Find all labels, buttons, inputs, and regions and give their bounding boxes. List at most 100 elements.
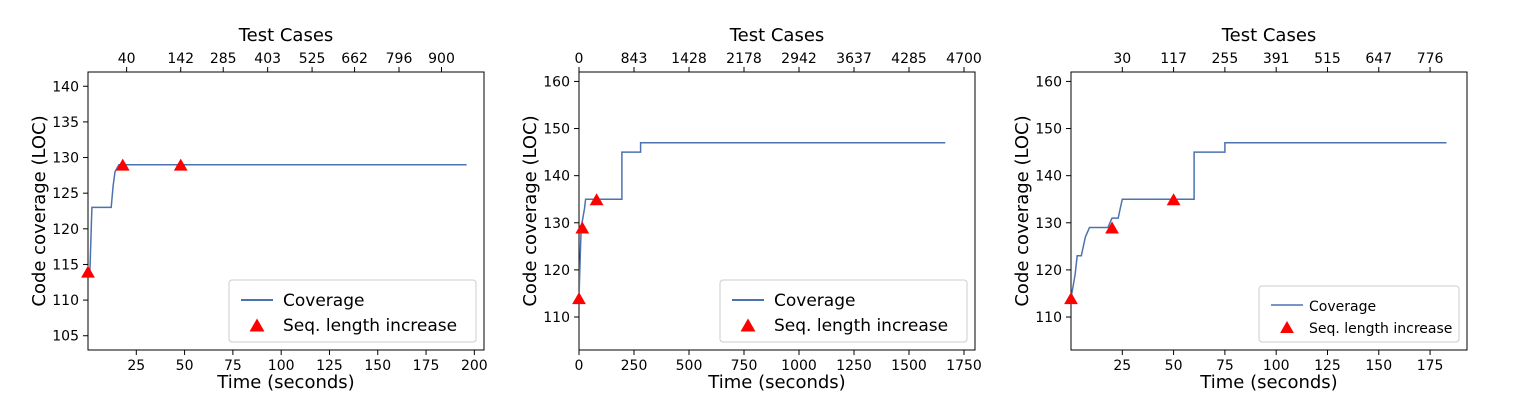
- y-axis-label: Code coverage (LOC): [520, 115, 541, 306]
- x-tick-label: 250: [621, 358, 648, 374]
- x-tick-label: 0: [575, 358, 584, 374]
- chart-panel-3: 25 50 75 100 125 150 175 110 120 130 140 150 160 30 11…: [1012, 25, 1468, 393]
- top-x-tick-label: 117: [1160, 51, 1187, 67]
- seq-length-increase-marker: [1064, 292, 1078, 305]
- seq-length-increase-marker: [1166, 193, 1181, 206]
- x-tick-label: 100: [1263, 358, 1290, 374]
- legend-seq-marker-swatch: [740, 318, 756, 332]
- top-x-tick-label: 796: [386, 51, 413, 67]
- y-tick-label: 120: [1035, 263, 1062, 279]
- top-x-tick-label: 843: [621, 51, 648, 67]
- y-tick-label: 140: [52, 79, 79, 95]
- top-x-axis-label: Test Cases: [1221, 25, 1317, 46]
- x-tick-label: 1750: [946, 358, 982, 374]
- x-tick-label: 50: [176, 358, 194, 374]
- chart-panel-1: 25 50 75 100 125 150 175 200 105 110 115 120 125 130 1…: [29, 25, 488, 393]
- y-tick-label: 120: [543, 263, 570, 279]
- top-x-tick-label: 647: [1365, 51, 1392, 67]
- top-x-tick-label: 525: [299, 51, 326, 67]
- y-tick-label: 110: [52, 293, 79, 309]
- top-x-tick-label: 776: [1417, 51, 1444, 67]
- y-tick-label: 140: [1035, 169, 1062, 185]
- legend-coverage-label: Coverage: [774, 291, 855, 311]
- top-x-tick-label: 2942: [781, 51, 817, 67]
- x-tick-label: 175: [413, 358, 440, 374]
- coverage-series-line: [88, 163, 467, 273]
- legend: Coverage Seq. length increase: [1258, 285, 1460, 343]
- top-x-tick-label: 142: [167, 51, 194, 67]
- x-axis-label: Time (seconds): [216, 372, 354, 393]
- y-tick-label: 130: [1035, 216, 1062, 232]
- x-tick-label: 1500: [891, 358, 927, 374]
- top-x-tick-label: 30: [1113, 51, 1131, 67]
- seq-length-increase-marker: [572, 292, 586, 305]
- y-tick-label: 110: [543, 310, 570, 326]
- top-x-tick-label: 900: [428, 51, 455, 67]
- y-tick-label: 110: [1035, 310, 1062, 326]
- x-tick-label: 200: [461, 358, 488, 374]
- chart-panel-2: 0 250 500 750 1000 1250 1500 175011012013014015…: [520, 25, 982, 393]
- seq-length-increase-marker: [1105, 221, 1119, 234]
- legend-box: [1258, 285, 1460, 343]
- x-tick-label: 125: [1314, 358, 1341, 374]
- legend: Coverage Seq. length increase: [228, 279, 477, 343]
- y-tick-label: 150: [543, 122, 570, 138]
- x-tick-label: 25: [127, 358, 145, 374]
- legend-box: [719, 279, 968, 343]
- top-x-tick-label: 3637: [836, 51, 872, 67]
- y-tick-label: 115: [52, 257, 79, 273]
- coverage-series-line: [1071, 141, 1447, 299]
- x-tick-label: 1000: [781, 358, 817, 374]
- legend-box: [228, 279, 477, 343]
- y-axis-label: Code coverage (LOC): [29, 115, 50, 306]
- y-tick-label: 130: [52, 151, 79, 167]
- x-tick-label: 125: [316, 358, 343, 374]
- y-tick-label: 160: [1035, 74, 1062, 90]
- y-tick-label: 135: [52, 115, 79, 131]
- x-tick-label: 150: [364, 358, 391, 374]
- plot-frame: [578, 71, 976, 351]
- plot-frame: [87, 71, 485, 351]
- x-tick-label: 75: [224, 358, 242, 374]
- top-x-tick-label: 515: [1314, 51, 1341, 67]
- plot-frame: [1070, 71, 1468, 351]
- coverage-series-line: [579, 141, 946, 299]
- legend: Coverage Seq. length increase: [719, 279, 968, 343]
- x-tick-label: 50: [1165, 358, 1183, 374]
- x-tick-label: 1250: [836, 358, 872, 374]
- legend-seq-label: Seq. length increase: [1309, 321, 1452, 337]
- top-x-tick-label: 2178: [726, 51, 762, 67]
- legend-coverage-label: Coverage: [1309, 299, 1376, 315]
- x-tick-label: 500: [676, 358, 703, 374]
- legend-seq-marker-swatch: [1280, 321, 1294, 333]
- y-tick-label: 130: [543, 216, 570, 232]
- seq-length-increase-marker: [589, 193, 604, 206]
- top-x-tick-label: 4285: [891, 51, 927, 67]
- top-x-tick-label: 662: [341, 51, 368, 67]
- seq-length-increase-marker: [173, 158, 188, 171]
- x-tick-label: 25: [1113, 358, 1131, 374]
- top-x-tick-label: 40: [118, 51, 136, 67]
- seq-length-increase-marker: [81, 265, 95, 278]
- top-x-tick-label: 285: [210, 51, 237, 67]
- top-x-tick-label: 4700: [946, 51, 982, 67]
- x-tick-label: 100: [268, 358, 295, 374]
- top-x-tick-label: 403: [254, 51, 281, 67]
- legend-coverage-label: Coverage: [283, 291, 364, 311]
- y-tick-label: 150: [1035, 122, 1062, 138]
- top-x-axis-label: Test Cases: [729, 25, 825, 46]
- x-tick-label: 175: [1417, 358, 1444, 374]
- legend-seq-marker-swatch: [249, 318, 265, 332]
- top-x-axis-label: Test Cases: [238, 25, 334, 46]
- y-tick-label: 105: [52, 329, 79, 345]
- y-axis-label: Code coverage (LOC): [1012, 115, 1033, 306]
- x-tick-label: 75: [1216, 358, 1234, 374]
- top-x-tick-label: 1428: [671, 51, 707, 67]
- x-tick-label: 150: [1365, 358, 1392, 374]
- top-x-tick-label: 0: [575, 51, 584, 67]
- y-tick-label: 125: [52, 186, 79, 202]
- top-x-tick-label: 391: [1263, 51, 1290, 67]
- seq-length-increase-marker: [575, 221, 590, 234]
- x-axis-label: Time (seconds): [1199, 372, 1337, 393]
